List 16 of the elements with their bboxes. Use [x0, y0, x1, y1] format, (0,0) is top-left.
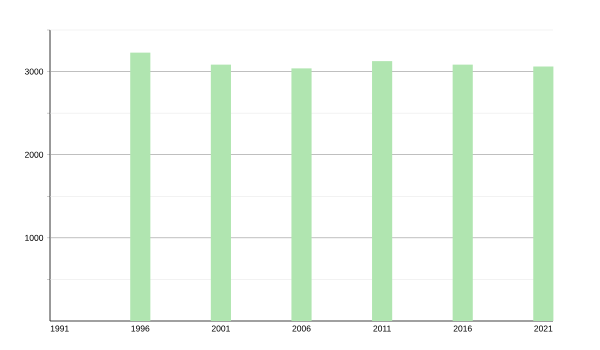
bar: [533, 66, 554, 321]
x-tick-label: 2021: [534, 326, 552, 332]
x-tick-label: 2011: [373, 326, 391, 332]
bar: [452, 64, 473, 321]
y-tick-label: 3000: [24, 68, 44, 75]
y-tick-label: 1000: [25, 234, 44, 241]
bar: [210, 64, 231, 321]
y-tick-label: 2000: [24, 152, 44, 158]
x-tick-label: 2006: [292, 326, 311, 332]
x-tick-label: 2016: [454, 326, 472, 332]
x-tick-label: 2001: [212, 326, 230, 332]
bar: [130, 52, 150, 321]
x-tick-label: 1991: [50, 326, 69, 332]
bar: [372, 61, 392, 321]
bar: [291, 68, 312, 321]
x-tick-label: 1996: [131, 326, 150, 332]
